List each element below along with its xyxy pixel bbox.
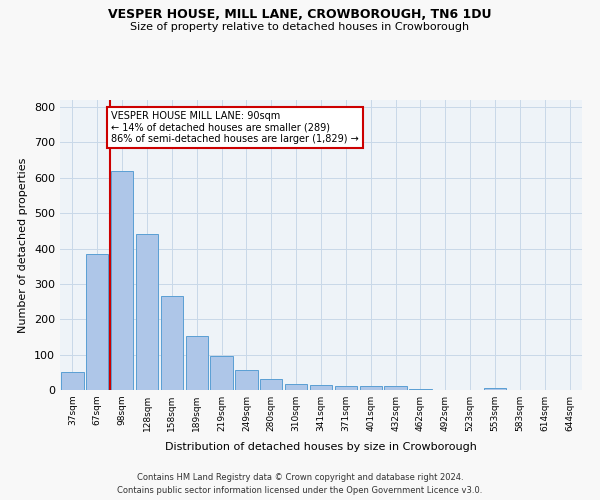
Bar [359, 386, 382, 390]
Text: VESPER HOUSE, MILL LANE, CROWBOROUGH, TN6 1DU: VESPER HOUSE, MILL LANE, CROWBOROUGH, TN… [108, 8, 492, 20]
Bar [385, 386, 407, 390]
Text: Distribution of detached houses by size in Crowborough: Distribution of detached houses by size … [165, 442, 477, 452]
Bar [136, 234, 158, 390]
Bar [185, 336, 208, 390]
Bar [86, 254, 109, 390]
Bar [260, 380, 283, 390]
Text: Contains HM Land Registry data © Crown copyright and database right 2024.: Contains HM Land Registry data © Crown c… [137, 474, 463, 482]
Text: VESPER HOUSE MILL LANE: 90sqm
← 14% of detached houses are smaller (289)
86% of : VESPER HOUSE MILL LANE: 90sqm ← 14% of d… [111, 110, 359, 144]
Bar [409, 389, 431, 390]
Y-axis label: Number of detached properties: Number of detached properties [19, 158, 28, 332]
Bar [285, 384, 307, 390]
Bar [61, 372, 83, 390]
Text: Size of property relative to detached houses in Crowborough: Size of property relative to detached ho… [130, 22, 470, 32]
Bar [235, 370, 257, 390]
Bar [484, 388, 506, 390]
Bar [161, 296, 183, 390]
Bar [211, 356, 233, 390]
Bar [111, 170, 133, 390]
Text: Contains public sector information licensed under the Open Government Licence v3: Contains public sector information licen… [118, 486, 482, 495]
Bar [335, 386, 357, 390]
Bar [310, 386, 332, 390]
